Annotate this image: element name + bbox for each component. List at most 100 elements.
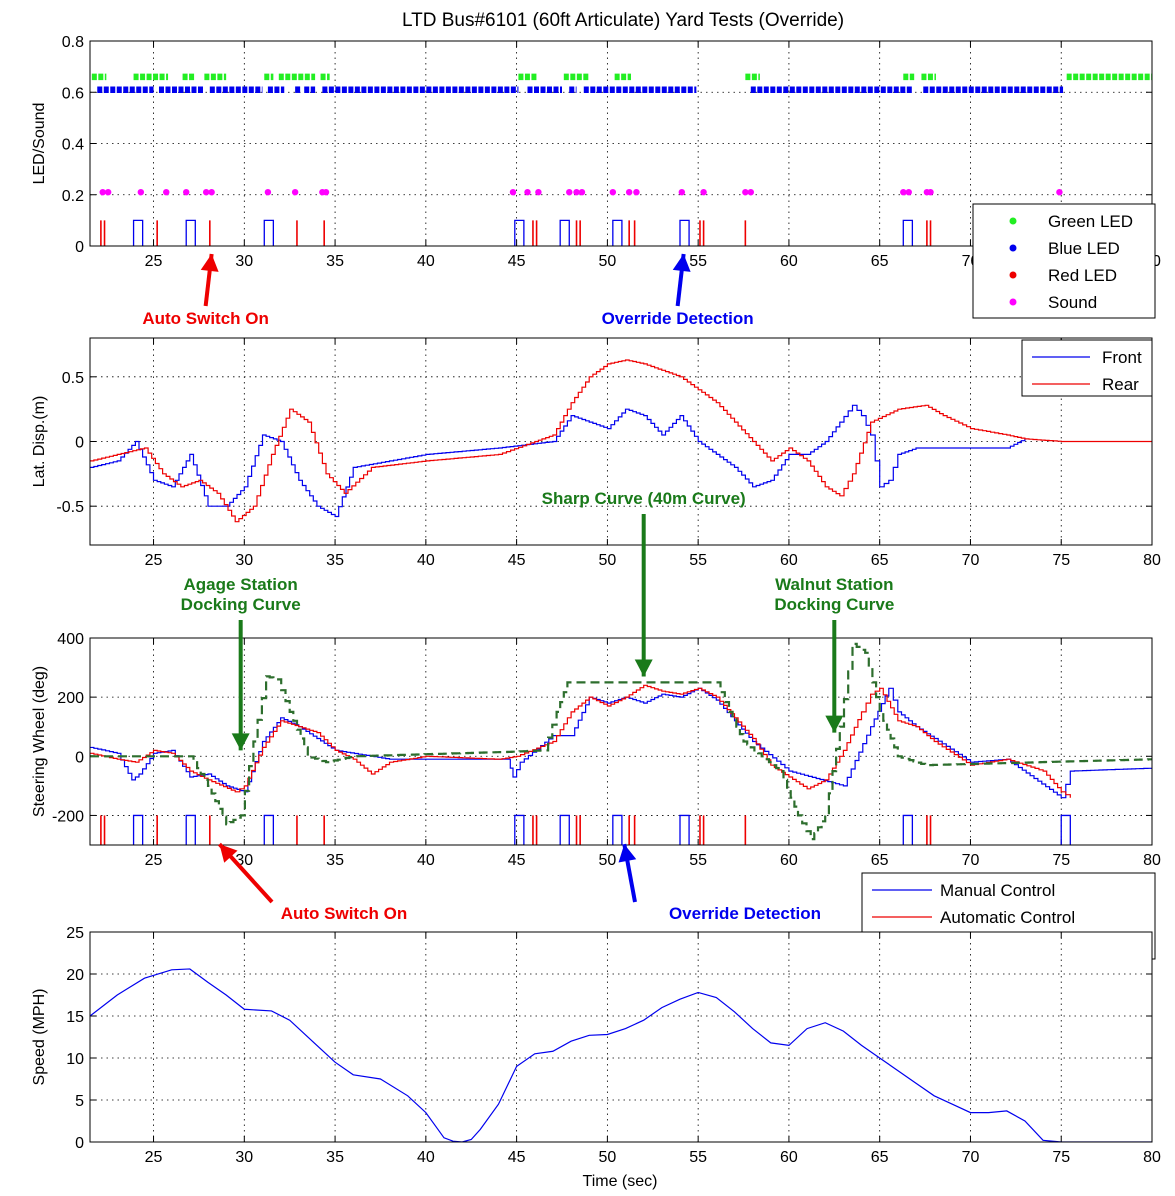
steer-blue-pulse xyxy=(263,814,275,845)
led-xtick-label: 60 xyxy=(780,253,798,270)
lat-axes-box xyxy=(89,337,1153,546)
lat-xtick-label: 70 xyxy=(962,552,980,569)
led-legend-box xyxy=(972,203,1156,319)
speed-data xyxy=(90,968,1152,1142)
lat-series-rear xyxy=(90,359,1152,523)
steer-xtick-label: 25 xyxy=(145,852,163,869)
speed-axes-box xyxy=(89,931,1153,1143)
annotation-text: Sharp Curve (40m Curve) xyxy=(542,489,746,508)
sound-point xyxy=(700,188,707,196)
annotation-text: Walnut Station xyxy=(775,575,893,594)
legend-label: Manual Control xyxy=(940,881,1055,900)
speed-xtick-label: 35 xyxy=(326,1149,344,1166)
lat-xtick-label: 50 xyxy=(598,552,616,569)
steer-blue-pulse xyxy=(1060,814,1071,845)
steer-ytick-label: -200 xyxy=(52,808,84,825)
legend-label: Front xyxy=(1102,348,1142,367)
speed-series-speed xyxy=(90,968,1152,1142)
led-blue-pulse xyxy=(559,219,570,246)
speed-xtick-label: 80 xyxy=(1143,1149,1161,1166)
sound-point xyxy=(524,188,531,196)
steer-annotation: Auto Switch On xyxy=(217,842,408,923)
legend-marker xyxy=(1009,271,1017,279)
steer-blue-pulse xyxy=(902,814,914,845)
lat-xtick-label: 75 xyxy=(1052,552,1070,569)
steer-blue-pulse xyxy=(132,814,144,845)
annotation-arrow-head xyxy=(825,715,844,733)
annotation-text: Docking Curve xyxy=(181,595,301,614)
sound-point xyxy=(208,188,215,196)
sound-point xyxy=(163,188,170,196)
legend-marker xyxy=(1009,298,1017,306)
lat-legend: Front Rear xyxy=(1021,339,1153,397)
lat-ytick-label: -0.5 xyxy=(56,499,84,516)
speed-xtick-label: 25 xyxy=(145,1149,163,1166)
legend-label: Blue LED xyxy=(1048,239,1120,258)
sound-point xyxy=(137,188,145,196)
led-blue-pulse xyxy=(263,219,275,246)
led-blue-pulse xyxy=(514,219,525,246)
figure-title: LTD Bus#6101 (60ft Articulate) Yard Test… xyxy=(402,10,844,31)
led-annotation: Auto Switch On xyxy=(142,253,269,328)
sound-point xyxy=(578,188,586,196)
led-ytick-label: 0 xyxy=(75,239,84,256)
led-blue-pulse xyxy=(679,219,690,246)
steer-axes-box xyxy=(89,637,1153,846)
annotation-arrow-head xyxy=(231,733,250,751)
sound-point xyxy=(322,188,330,196)
led-legend: Green LED Blue LED Red LED Sound xyxy=(972,203,1156,319)
steer-xtick-label: 55 xyxy=(689,852,707,869)
speed-xtick-label: 70 xyxy=(962,1149,980,1166)
annotation-text: Docking Curve xyxy=(774,595,894,614)
legend-marker xyxy=(1009,244,1017,252)
x-axis-label: Time (sec) xyxy=(583,1173,658,1190)
steer-annotation: Sharp Curve (40m Curve) xyxy=(542,489,746,677)
annotation-text: Override Detection xyxy=(602,309,754,328)
sound-point xyxy=(609,188,617,196)
sound-point xyxy=(99,188,106,196)
lat-xtick-label: 65 xyxy=(871,552,889,569)
annotation-text: Auto Switch On xyxy=(142,309,269,328)
speed-ytick-label: 25 xyxy=(66,925,84,942)
lat-xtick-label: 80 xyxy=(1143,552,1161,569)
lat-series-front xyxy=(90,404,1026,518)
speed-plot-area xyxy=(90,932,1152,1142)
led-blue-pulse xyxy=(902,219,914,246)
sound-point xyxy=(678,188,686,196)
steer-ytick-label: 0 xyxy=(75,749,84,766)
steer-annotation: Override Detection xyxy=(618,843,821,923)
annotation-text: Auto Switch On xyxy=(281,904,408,923)
led-blue-pulse xyxy=(612,219,623,246)
led-xtick-label: 45 xyxy=(508,253,526,270)
speed-xtick-label: 30 xyxy=(235,1149,253,1166)
lat-xtick-label: 55 xyxy=(689,552,707,569)
steer-plot: 25 30 35 40 45 50 55 60 65 70 75 80 -200 0 200 400 Steer… xyxy=(31,489,1161,960)
sound-point xyxy=(1056,188,1063,196)
speed-xtick-label: 55 xyxy=(689,1149,707,1166)
led-blue-pulse xyxy=(132,219,144,246)
sound-point xyxy=(264,188,272,196)
led-ylabel: LED/Sound xyxy=(31,103,48,185)
speed-ytick-label: 0 xyxy=(75,1135,84,1152)
steer-plot-area xyxy=(90,638,1152,845)
steer-xtick-label: 45 xyxy=(508,852,526,869)
sound-point xyxy=(183,188,190,196)
steer-ylabel: Steering Wheel (deg) xyxy=(31,666,48,817)
led-xtick-label: 35 xyxy=(326,253,344,270)
lat-xtick-label: 30 xyxy=(235,552,253,569)
steer-xtick-label: 80 xyxy=(1143,852,1161,869)
steer-data xyxy=(90,642,1152,845)
steer-ytick-label: 200 xyxy=(57,690,84,707)
led-annotation: Override Detection xyxy=(602,253,754,328)
steer-series-automatic-control xyxy=(90,684,1071,798)
lat-data xyxy=(90,359,1152,523)
lat-xtick-label: 35 xyxy=(326,552,344,569)
sound-point xyxy=(535,188,542,196)
speed-ytick-label: 10 xyxy=(66,1051,84,1068)
speed-xtick-label: 60 xyxy=(780,1149,798,1166)
steer-blue-pulse xyxy=(612,814,623,845)
speed-xtick-label: 45 xyxy=(508,1149,526,1166)
speed-ytick-label: 15 xyxy=(66,1009,84,1026)
